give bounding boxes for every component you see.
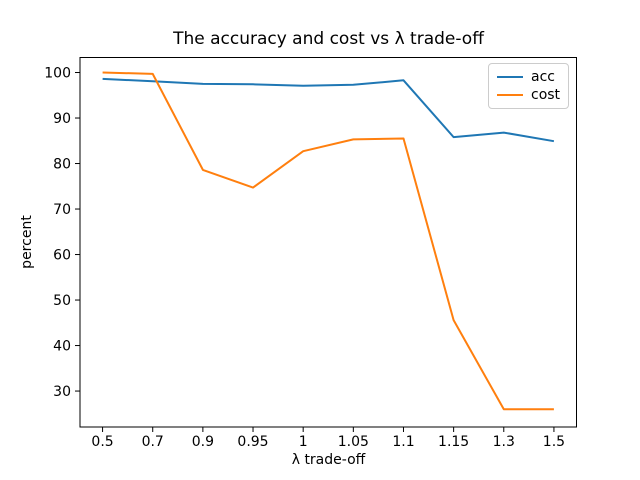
legend-label-acc: acc bbox=[531, 69, 555, 85]
legend-label-cost: cost bbox=[531, 87, 561, 103]
x-tick-label: 1.15 bbox=[438, 434, 469, 450]
cost-line bbox=[102, 71, 554, 411]
legend-item-cost: cost bbox=[497, 86, 561, 104]
chart-title: The accuracy and cost vs λ trade-off bbox=[173, 29, 484, 49]
y-tick-label: 60 bbox=[53, 248, 71, 264]
x-tick-label: 0.95 bbox=[237, 434, 268, 450]
x-tick-label: 1 bbox=[299, 434, 308, 450]
x-tick-label: 0.9 bbox=[192, 434, 214, 450]
legend-item-acc: acc bbox=[497, 68, 561, 86]
y-tick-label: 100 bbox=[44, 66, 71, 82]
y-axis-label: percent bbox=[19, 215, 35, 269]
acc-line bbox=[102, 77, 555, 143]
x-tick-label: 1.1 bbox=[392, 434, 414, 450]
y-tick-label: 70 bbox=[53, 202, 71, 218]
x-tick-label: 0.5 bbox=[91, 434, 113, 450]
x-tick-label: 1.3 bbox=[493, 434, 515, 450]
x-tick-label: 1.5 bbox=[543, 434, 565, 450]
y-tick-label: 90 bbox=[53, 111, 71, 127]
acc-line-swatch bbox=[497, 76, 523, 78]
legend: acc cost bbox=[488, 63, 569, 109]
x-axis-label: λ trade-off bbox=[291, 452, 366, 468]
axes-spines bbox=[79, 57, 577, 428]
y-tick-label: 50 bbox=[53, 293, 71, 309]
x-tick-label: 1.05 bbox=[338, 434, 369, 450]
y-tick-label: 30 bbox=[53, 384, 71, 400]
y-tick-label: 80 bbox=[53, 157, 71, 173]
cost-line-swatch bbox=[497, 94, 523, 96]
x-tick-label: 0.7 bbox=[142, 434, 164, 450]
y-tick-label: 40 bbox=[53, 339, 71, 355]
